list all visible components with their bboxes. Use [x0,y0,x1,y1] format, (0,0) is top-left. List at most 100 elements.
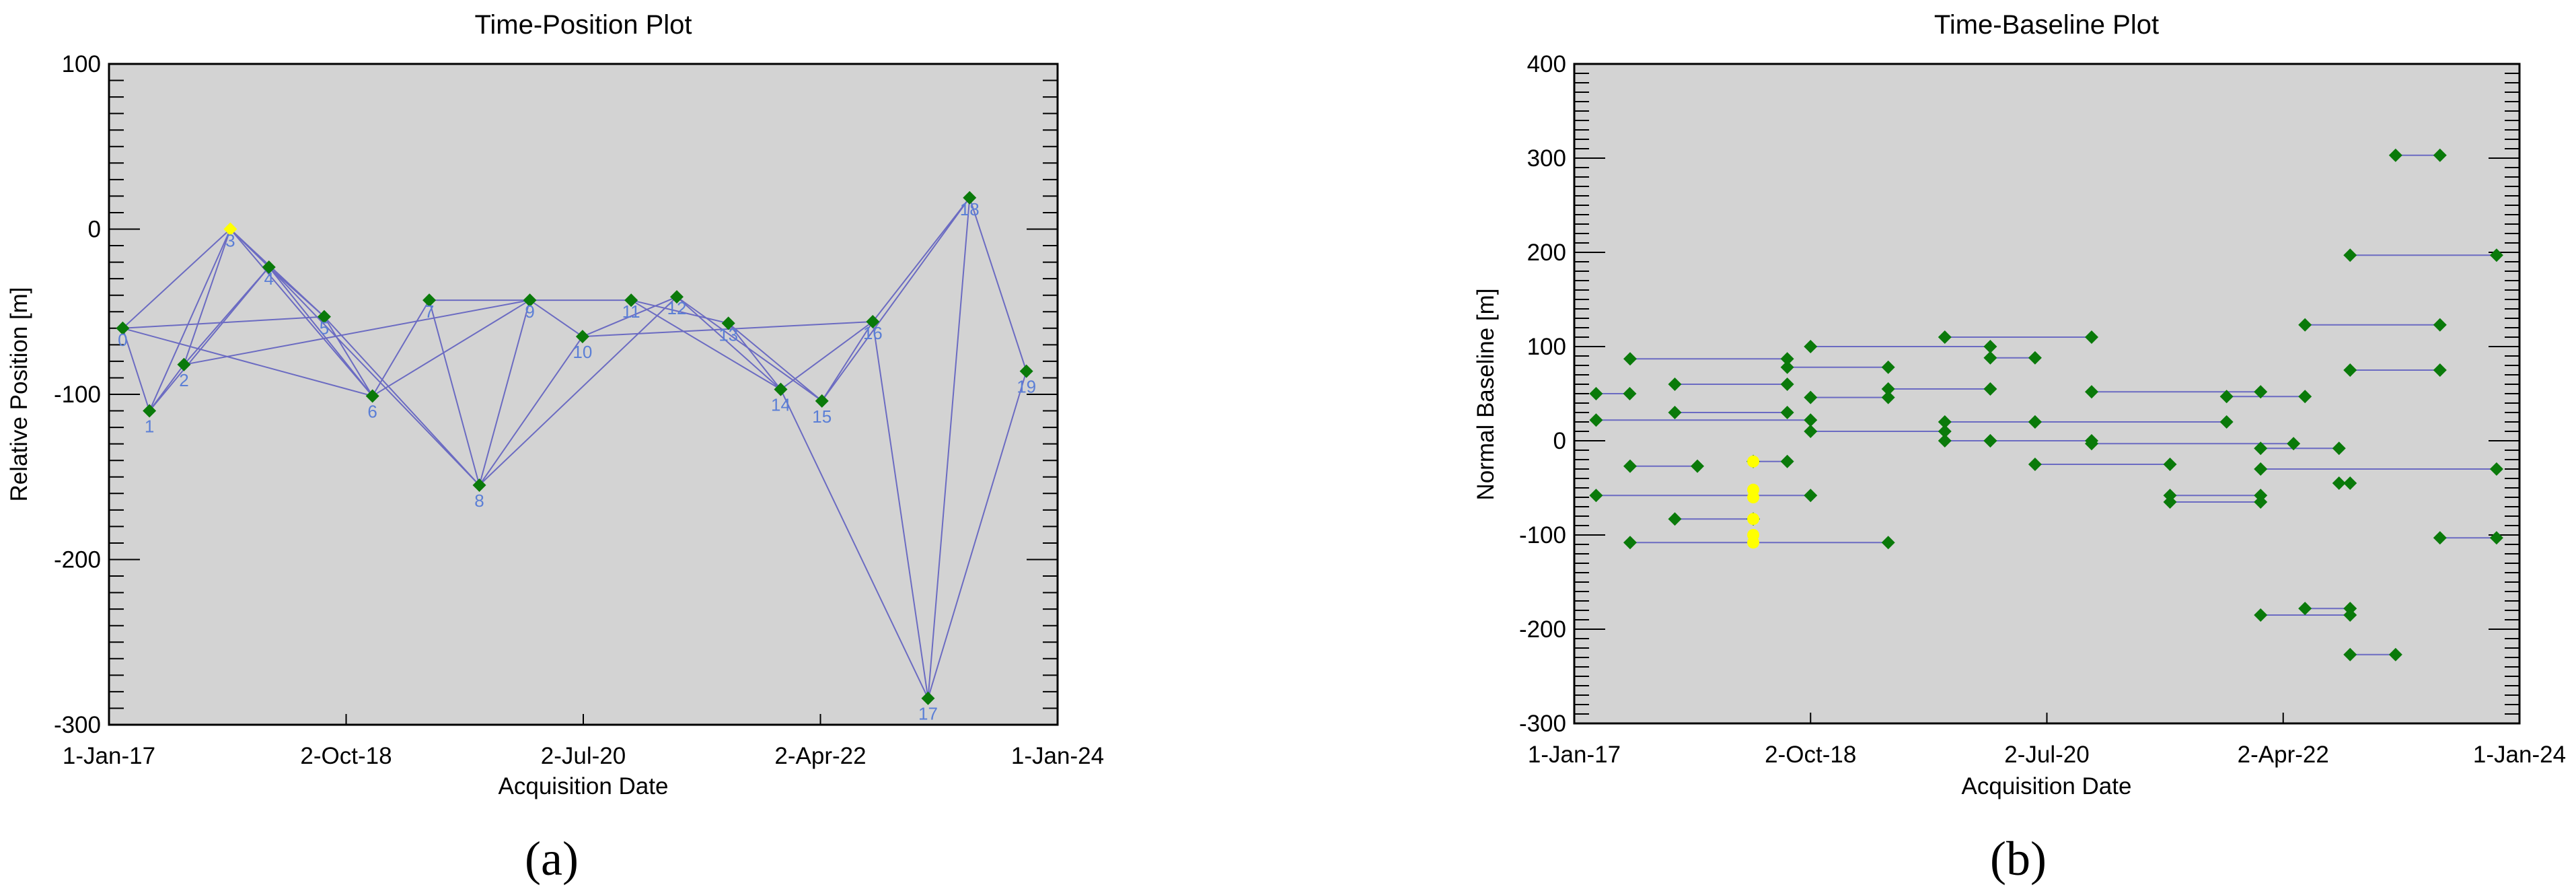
pair-end-point [2489,462,2503,476]
acquisition-point [963,190,977,205]
y-tick-label: 400 [1527,51,1566,77]
y-tick-label: -300 [54,712,101,738]
network-edge [268,266,373,397]
network-edge [728,322,823,402]
network-edge [372,299,531,397]
pair-start-point [1804,340,1818,353]
acquisition-point [1019,364,1033,378]
y-tick-label: 100 [62,51,101,77]
pair-start-point [1589,413,1603,427]
pair-start-point [1623,352,1637,366]
pair-start-point [1804,390,1818,404]
pair-end-point [1938,425,1952,438]
point-label: 19 [1017,377,1036,397]
network-edge [149,266,270,412]
pair-end-point [2254,385,2268,399]
network-edge [630,299,729,324]
x-tick-label: 2-Apr-22 [2238,742,2329,768]
acquisition-point [365,389,379,403]
y-tick-label: 0 [1553,428,1566,454]
network-edge [324,316,480,486]
point-label: 4 [264,268,274,289]
point-label: 16 [863,323,883,343]
pair-end-point [2028,351,2042,365]
network-edge [821,321,874,402]
pair-end-point [2287,437,2301,451]
network-edge [529,299,583,337]
network-edge [149,229,231,411]
panel-label-b: (b) [1990,832,2047,886]
pair-end-point [2219,415,2234,429]
point-label: 15 [812,406,832,427]
pair-end-point [2433,148,2447,162]
point-label: 18 [960,199,980,219]
acquisition-point [575,330,589,344]
x-tick-label: 1-Jan-17 [63,743,155,769]
point-label: 13 [719,324,738,345]
pair-end-point [2489,248,2503,262]
acquisition-point [422,293,437,308]
network-edge [872,321,929,699]
chart-title-b: Time-Baseline Plot [1934,10,2159,40]
pair-end-point [2085,330,2099,344]
acquisition-point [116,321,130,335]
time-baseline-plot: 400 300 200 100 0 -100 -200 -300 1-Jan-17 2-Oct-1… [1473,10,2566,886]
x-axis-label-a: Acquisition Date [499,773,669,799]
point-label: 1 [145,417,154,437]
network-edge [582,296,677,337]
pair-end-point [1780,378,1794,391]
acquisition-point [143,404,157,418]
network-edges-a [122,197,1027,699]
acquisition-point [317,310,331,324]
point-label: 7 [425,301,434,322]
pair-start-point [2254,441,2268,456]
y-tick-label: -200 [1519,616,1566,643]
pair-end-point [2343,476,2357,490]
pair-end-point [2433,318,2447,332]
acquisition-point [815,394,829,408]
pair-end-point [1780,352,1794,366]
pair-start-point [2028,458,2042,471]
network-edge [872,197,971,322]
x-tick-label: 1-Jan-24 [1011,743,1104,769]
point-label: 2 [179,370,188,390]
pair-start-point [2298,602,2312,616]
pair-start-point [1589,489,1603,503]
pair-end-point [1881,360,1895,374]
point-label: 17 [918,704,938,724]
network-edge [927,371,1027,699]
point-label: 9 [525,301,534,322]
chart-title-a: Time-Position Plot [474,10,692,40]
point-label: 12 [667,298,687,318]
network-edge [727,322,782,390]
pair-end-point [1983,340,1997,353]
y-axis-label-a: Relative Position [m] [6,287,32,501]
network-edge [184,299,530,365]
reference-point [1747,513,1760,526]
network-edge [780,321,873,390]
y-axis-label-b: Normal Baseline [m] [1473,288,1499,500]
pair-start-point [2343,363,2357,377]
axis-ticks-b: 400 300 200 100 0 -100 -200 -300 1-Jan-17 2-Oct-1… [1519,51,2566,768]
pair-start-point [1938,330,1952,344]
network-edge [821,197,971,402]
acquisition-point [624,293,638,308]
network-edge [478,296,677,486]
point-label: 5 [320,318,329,338]
acquisition-point [472,478,486,493]
x-tick-label: 2-Jul-20 [2004,742,2089,768]
pair-start-point [2254,462,2268,476]
pair-start-point [1623,536,1637,550]
network-edge [969,197,1027,371]
pair-end-point [1804,489,1818,503]
point-label: 11 [622,301,640,322]
pair-start-point [2332,476,2346,490]
point-label: 14 [771,395,790,415]
reference-point [1747,491,1760,503]
reference-point [1747,536,1760,549]
acquisition-point [921,691,935,705]
pair-end-point [1983,382,1997,396]
pair-start-point [2343,647,2357,661]
